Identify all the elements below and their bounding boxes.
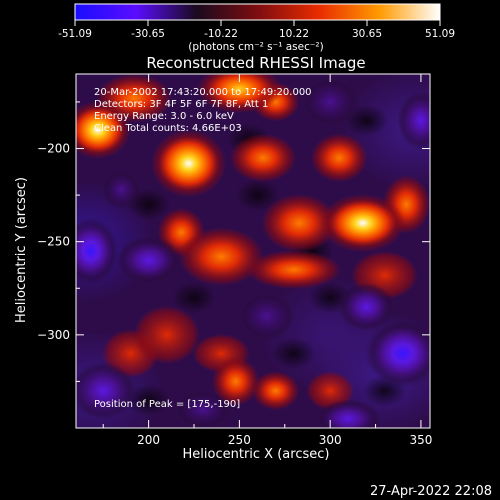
y-tick-label: −300 <box>37 328 70 342</box>
heatmap-positive-source <box>261 193 338 253</box>
heatmap-dark-band <box>235 179 280 212</box>
colorbar-unit-label: (photons cm⁻² s⁻¹ asec⁻²) <box>188 41 323 53</box>
colorbar-tick-label: 51.09 <box>425 28 455 40</box>
colorbar-tick-label: -10.22 <box>204 28 238 40</box>
heatmap-negative-source <box>76 361 137 420</box>
heatmap-negative-source <box>338 282 395 332</box>
heatmap-negative-source <box>115 236 182 285</box>
heatmap-positive-source <box>310 133 368 183</box>
colorbar-tick-label: 10.22 <box>279 28 309 40</box>
heatmap-dark-band <box>172 281 216 314</box>
footer-timestamp: 27-Apr-2022 22:08 <box>370 484 492 499</box>
heatmap-dark-band <box>126 384 171 417</box>
heatmap-positive-source <box>76 100 131 159</box>
y-axis-label: Heliocentric Y (arcsec) <box>14 177 29 323</box>
heatmap-negative-source <box>397 91 430 150</box>
x-tick-label: 250 <box>228 433 251 447</box>
heatmap-negative-source <box>238 291 295 341</box>
colorbar: -51.09 -30.65 -10.22 10.22 30.65 51.09 (photo… <box>58 3 455 53</box>
heatmap-dark-band <box>271 337 316 370</box>
annotation-energy: Energy Range: 3.0 - 6.0 keV <box>94 111 234 122</box>
colorbar-gradient <box>74 3 441 21</box>
annotation-method: Clean Total counts: 4.66E+03 <box>94 123 242 134</box>
x-tick-label: 350 <box>409 433 432 447</box>
x-tick-label: 300 <box>319 433 342 447</box>
heatmap-negative-source <box>365 319 430 388</box>
plot-frame <box>75 73 431 429</box>
heatmap-positive-source <box>150 129 227 198</box>
heatmap-image <box>76 74 430 428</box>
heatmap-positive-source <box>229 133 297 183</box>
heatmap-negative-source <box>315 399 382 428</box>
heatmap-negative-source <box>174 389 232 428</box>
plot-area: 200 250 300 350 −200 −250 −300 20-Mar-2002 17:… <box>37 73 432 447</box>
axis-ticks: 200 250 300 350 −200 −250 −300 <box>37 74 432 447</box>
x-tick-label: 200 <box>137 433 160 447</box>
colorbar-tick-label: -51.09 <box>58 28 92 40</box>
colorbar-ticks: -51.09 -30.65 -10.22 10.22 30.65 51.09 <box>58 20 455 40</box>
heatmap-negative-source <box>102 170 141 209</box>
heatmap-positive-source <box>246 250 342 290</box>
heatmap-positive-source <box>320 193 406 253</box>
x-axis-label: Heliocentric X (arcsec) <box>183 447 330 462</box>
chart-title: Reconstructed RHESSI Image <box>146 54 365 72</box>
colorbar-tick-label: -30.65 <box>131 28 165 40</box>
heatmap-positive-source <box>196 74 282 114</box>
heatmap-negative-source <box>301 77 359 127</box>
annotation-peak: Position of Peak = [175,-190] <box>94 399 240 410</box>
heatmap-positive-source <box>178 227 264 286</box>
heatmap-positive-source <box>212 357 260 406</box>
annotation-time-range: 20-Mar-2002 17:43:20.000 to 17:49:20.000 <box>94 87 312 98</box>
annotation-detectors: Detectors: 3F 4F 5F 6F 7F 8F, Att 1 <box>94 99 268 110</box>
y-tick-label: −200 <box>37 142 70 156</box>
heatmap-negative-source <box>76 217 119 285</box>
heatmap-positive-source <box>133 305 200 364</box>
colorbar-tick-label: 30.65 <box>352 28 382 40</box>
y-tick-label: −250 <box>37 235 70 249</box>
heatmap-positive-source <box>252 371 300 411</box>
